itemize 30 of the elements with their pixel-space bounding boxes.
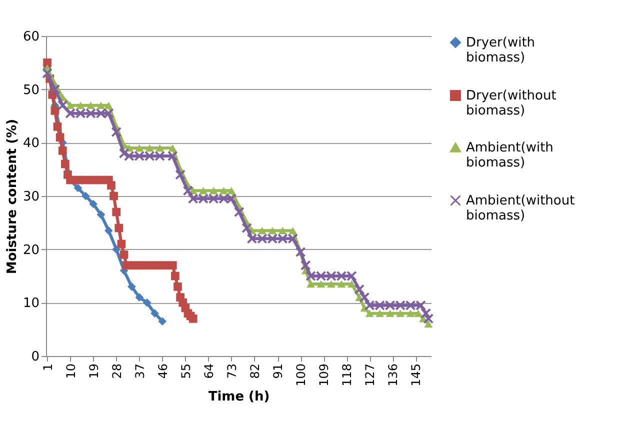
legend-label: Dryer(with biomass) bbox=[466, 36, 536, 66]
y-tick-label: 40 bbox=[22, 136, 40, 152]
x-tick-label: 118 bbox=[340, 364, 354, 386]
x-tick-label: 28 bbox=[110, 364, 124, 379]
x-tick-label: 136 bbox=[386, 364, 400, 386]
y-tick-label: 20 bbox=[22, 242, 40, 258]
x-tick-label: 1 bbox=[40, 364, 55, 372]
y-tick-label: 30 bbox=[22, 190, 40, 204]
x-tick-label: 37 bbox=[132, 364, 147, 379]
x-tick-label: 73 bbox=[224, 364, 239, 379]
x-tick-label: 145 bbox=[409, 364, 424, 386]
x-tick-label: 109 bbox=[317, 364, 332, 386]
y-tick-label: 0 bbox=[31, 350, 40, 364]
y-tick-label: 10 bbox=[22, 296, 40, 312]
x-tick-label: 127 bbox=[363, 364, 378, 386]
x-tick-label: 10 bbox=[64, 364, 78, 379]
legend-label: Ambient(with biomass) bbox=[466, 140, 554, 170]
x-axis-title: Time (h) bbox=[208, 389, 270, 404]
x-tick-label: 82 bbox=[248, 364, 262, 379]
y-tick-label: 60 bbox=[22, 30, 40, 44]
x-tick-label: 55 bbox=[178, 364, 193, 379]
y-axis-title: Moisture content (%) bbox=[4, 118, 20, 274]
x-tick-label: 91 bbox=[271, 364, 286, 379]
legend-label: Ambient(without biomass) bbox=[466, 194, 575, 224]
x-tick-label: 46 bbox=[156, 364, 170, 379]
y-tick-label: 50 bbox=[22, 82, 40, 98]
x-tick-label: 19 bbox=[86, 364, 101, 379]
x-tick-label: 64 bbox=[202, 364, 216, 379]
legend-label: Dryer(without biomass) bbox=[466, 88, 556, 118]
x-tick-label: 100 bbox=[294, 364, 308, 386]
